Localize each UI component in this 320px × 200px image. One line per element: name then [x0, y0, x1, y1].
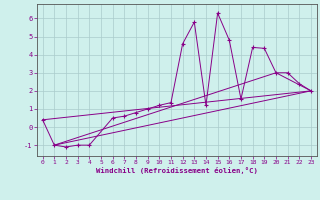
X-axis label: Windchill (Refroidissement éolien,°C): Windchill (Refroidissement éolien,°C) [96, 167, 258, 174]
